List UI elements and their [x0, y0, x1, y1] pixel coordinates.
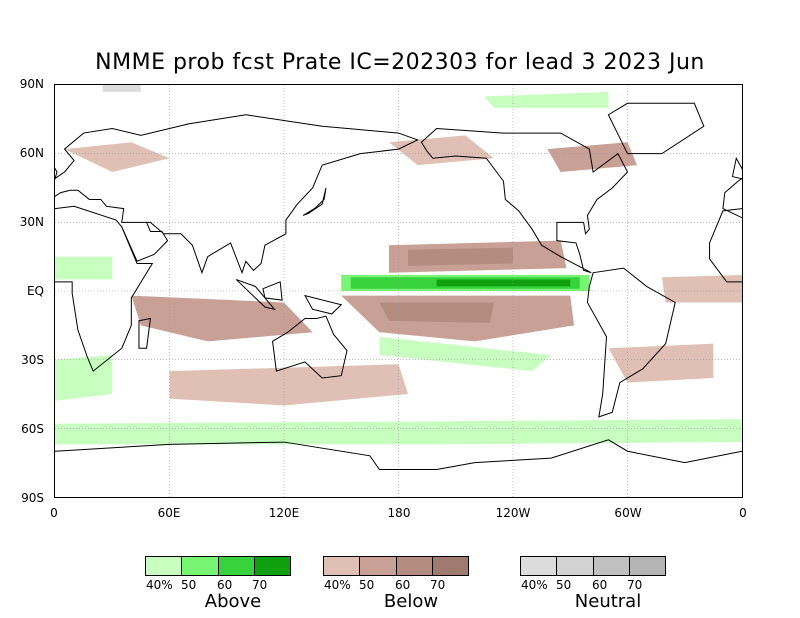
south-america-outline — [587, 268, 675, 417]
north-america-outline — [421, 128, 627, 272]
below-region — [131, 295, 313, 342]
lon-label: 180 — [387, 506, 411, 520]
neutral-region — [102, 85, 141, 92]
legend-name: Below — [383, 591, 439, 612]
legend-above: 40% 50 60 70 Above — [145, 556, 291, 612]
legend-tick: 70 — [252, 578, 268, 592]
lat-label: EQ — [26, 284, 44, 298]
lat-label: 60N — [19, 146, 44, 160]
lat-label: 90N — [19, 77, 44, 91]
lon-label: 60W — [614, 506, 642, 520]
below-region — [661, 274, 742, 303]
legend-tick: 60 — [217, 578, 233, 592]
europe-west-outline — [723, 172, 742, 222]
africa-outline — [710, 206, 742, 282]
above-region — [55, 355, 113, 401]
below-region — [379, 302, 494, 324]
legend-colorbar — [323, 556, 469, 576]
lat-label: 90S — [21, 491, 44, 505]
below-region — [408, 247, 513, 266]
legend-swatch — [432, 557, 468, 575]
lat-label: 60S — [21, 422, 44, 436]
below-region — [608, 343, 714, 383]
legend-tick: 70 — [430, 578, 446, 592]
above-region — [55, 256, 113, 280]
lon-label: 60E — [157, 506, 181, 520]
lat-label: 30S — [21, 353, 44, 367]
legend-tick: 50 — [181, 578, 197, 592]
legend-swatch — [521, 557, 558, 575]
lon-label: 120W — [495, 506, 531, 520]
greenland-outline — [608, 103, 703, 153]
legend-swatch — [324, 557, 361, 575]
lon-label: 120E — [268, 506, 300, 520]
above-region — [484, 91, 609, 108]
legend-tick: 70 — [627, 578, 643, 592]
below-region — [169, 364, 409, 406]
legend-name: Neutral — [574, 591, 642, 612]
above-region — [436, 279, 571, 287]
map-panel — [54, 84, 743, 498]
probability-shading — [55, 85, 742, 445]
legend-swatch — [593, 557, 630, 575]
antarctica-outline — [55, 440, 742, 470]
figure-title: NMME prob fcst Prate IC=202303 for lead … — [95, 50, 705, 75]
legend-tick: 60 — [395, 578, 411, 592]
legend-swatch — [218, 557, 255, 575]
arabia-outline — [122, 222, 168, 261]
above-region — [55, 419, 742, 445]
above-region — [379, 336, 552, 372]
lon-label: 0 — [739, 506, 747, 520]
legend-below: 40% 50 60 70 Below — [323, 556, 469, 612]
africa-outline — [55, 206, 152, 371]
legend-tick: 40% — [521, 578, 548, 592]
legend-tick: 40% — [324, 578, 351, 592]
legend-tick: 50 — [359, 578, 375, 592]
legend-swatch — [629, 557, 665, 575]
below-region — [547, 142, 638, 172]
japan-outline — [303, 188, 326, 215]
legend-swatch — [182, 557, 219, 575]
lon-label: 0 — [50, 506, 58, 520]
eurasia-outline — [55, 115, 418, 273]
legend-swatch — [557, 557, 594, 575]
legend-tick: 40% — [146, 578, 173, 592]
below-region — [64, 142, 170, 172]
legend-tick: 50 — [556, 578, 572, 592]
legend-swatch — [254, 557, 290, 575]
legend-colorbar — [520, 556, 666, 576]
uk-outline — [55, 158, 742, 179]
grid-lines — [55, 85, 742, 497]
legend-swatch — [396, 557, 433, 575]
coastlines — [55, 103, 742, 469]
madagascar-outline — [139, 318, 150, 348]
legend-swatch — [360, 557, 397, 575]
indonesia-outline — [236, 280, 341, 314]
legend-colorbar — [145, 556, 291, 576]
world-map — [55, 85, 742, 497]
legend-tick: 60 — [592, 578, 608, 592]
lat-label: 30N — [19, 215, 44, 229]
legend-name: Above — [204, 591, 262, 612]
australia-outline — [273, 316, 347, 378]
legend-neutral: 40% 50 60 70 Neutral — [520, 556, 666, 612]
below-region — [388, 135, 494, 166]
legend-swatch — [146, 557, 183, 575]
